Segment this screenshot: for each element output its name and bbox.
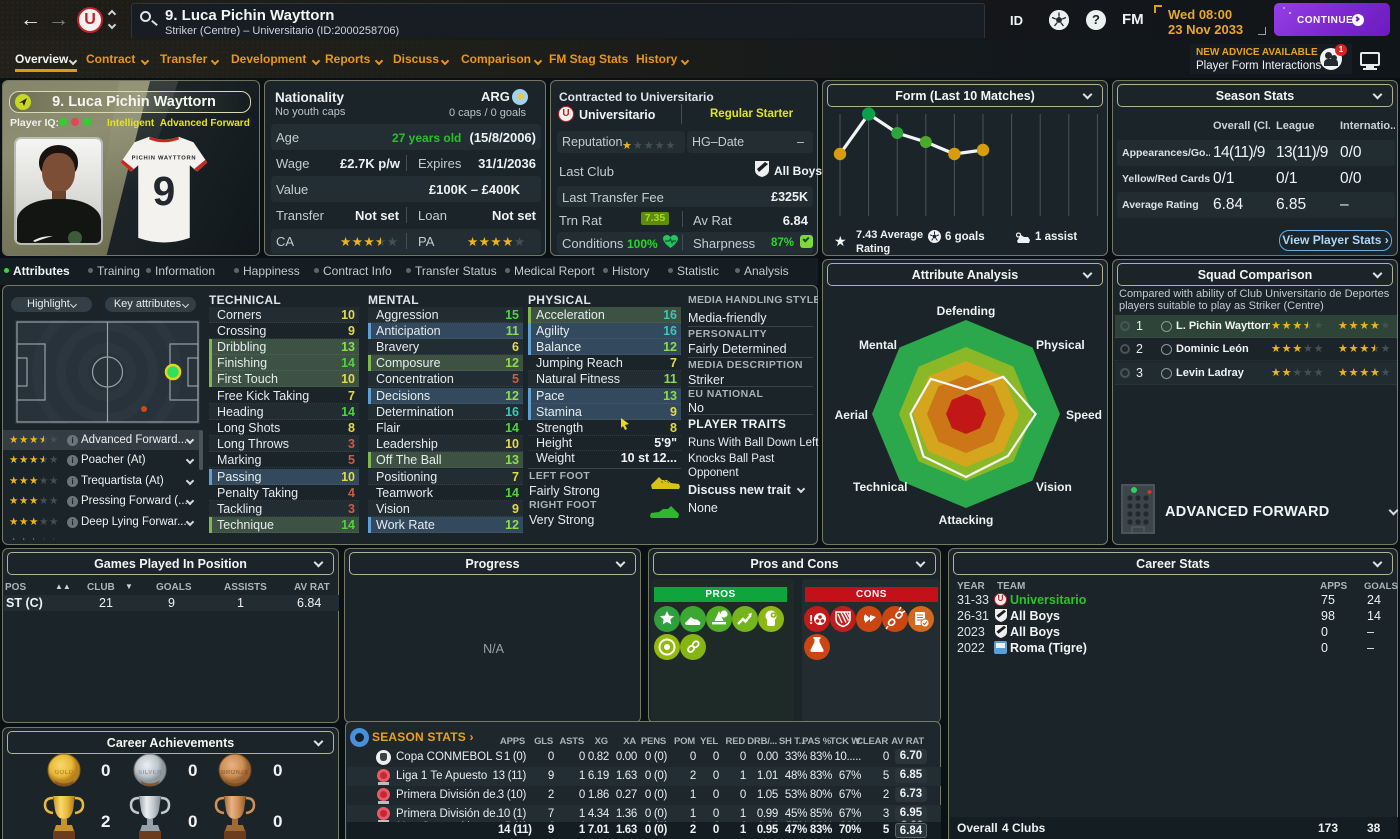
svg-text:GOLD: GOLD [55,770,74,776]
svg-text:PICHIN WAYTTORN: PICHIN WAYTTORN [132,156,197,162]
svg-text:BRONZE: BRONZE [221,770,249,776]
svg-text:SILVER: SILVER [138,770,162,776]
svg-text:9: 9 [153,168,176,214]
svg-text:!: ! [809,612,813,627]
